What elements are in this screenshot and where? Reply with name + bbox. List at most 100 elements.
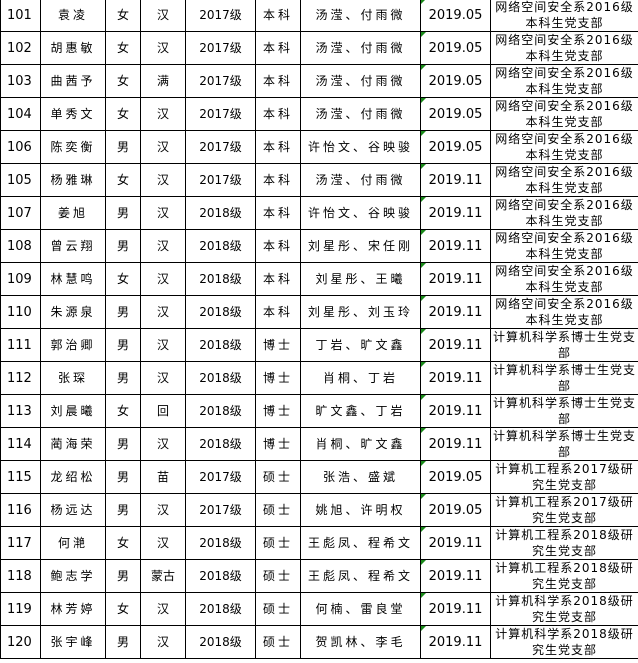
ethnicity-cell: 满 <box>140 64 186 98</box>
grade-cell: 2018级 <box>185 526 256 560</box>
row-number: 115 <box>0 460 41 494</box>
grade-cell: 2017级 <box>185 493 256 527</box>
name-cell: 林慧鸣 <box>40 262 106 296</box>
name-cell: 胡惠敏 <box>40 31 106 65</box>
gender-cell: 女 <box>105 592 141 626</box>
gender-cell: 男 <box>105 295 141 329</box>
row-number: 105 <box>0 163 41 197</box>
ethnicity-cell: 蒙古 <box>140 559 186 593</box>
ethnicity-cell: 汉 <box>140 361 186 395</box>
branch-cell: 网络空间安全系2016级本科生党支部 <box>490 295 638 329</box>
ethnicity-cell: 汉 <box>140 328 186 362</box>
branch-cell: 网络空间安全系2016级本科生党支部 <box>490 31 638 65</box>
introducers-cell: 汤滢、付雨微 <box>300 97 421 131</box>
branch-cell: 网络空间安全系2016级本科生党支部 <box>490 130 638 164</box>
branch-cell: 计算机工程系2017级研究生党支部 <box>490 460 638 494</box>
degree-cell: 硕士 <box>255 493 301 527</box>
gender-cell: 女 <box>105 31 141 65</box>
row-number: 107 <box>0 196 41 230</box>
degree-cell: 博士 <box>255 361 301 395</box>
name-cell: 张宇峰 <box>40 625 106 659</box>
branch-cell: 计算机工程系2018级研究生党支部 <box>490 559 638 593</box>
degree-cell: 博士 <box>255 328 301 362</box>
date-cell: 2019.05 <box>420 31 491 65</box>
degree-cell: 本科 <box>255 31 301 65</box>
gender-cell: 男 <box>105 559 141 593</box>
degree-cell: 本科 <box>255 163 301 197</box>
table-row: 109 林慧鸣女汉 2018级 本科 刘星彤、王曦 2019.11 网络空间安全系2016级… <box>0 262 638 296</box>
gender-cell: 男 <box>105 328 141 362</box>
branch-cell: 网络空间安全系2016级本科生党支部 <box>490 163 638 197</box>
degree-cell: 本科 <box>255 64 301 98</box>
grade-cell: 2017级 <box>185 163 256 197</box>
grade-cell: 2018级 <box>185 592 256 626</box>
introducers-cell: 王彪凤、程希文 <box>300 559 421 593</box>
gender-cell: 男 <box>105 427 141 461</box>
table-row: 105 杨雅琳女汉 2017级 本科 汤滢、付雨微 2019.11 网络空间安全系2016级… <box>0 163 638 197</box>
ethnicity-cell: 汉 <box>140 97 186 131</box>
row-number: 118 <box>0 559 41 593</box>
introducers-cell: 贺凯林、李毛 <box>300 625 421 659</box>
grade-cell: 2018级 <box>185 229 256 263</box>
introducers-cell: 张浩、盛斌 <box>300 460 421 494</box>
branch-cell: 计算机科学系博士生党支部 <box>490 328 638 362</box>
branch-cell: 计算机科学系2018级研究生党支部 <box>490 592 638 626</box>
introducers-cell: 汤滢、付雨微 <box>300 64 421 98</box>
date-cell: 2019.05 <box>420 64 491 98</box>
branch-cell: 网络空间安全系2016级本科生党支部 <box>490 262 638 296</box>
grade-cell: 2018级 <box>185 361 256 395</box>
ethnicity-cell: 汉 <box>140 262 186 296</box>
name-cell: 杨远达 <box>40 493 106 527</box>
grade-cell: 2018级 <box>185 196 256 230</box>
introducers-cell: 旷文鑫、丁岩 <box>300 394 421 428</box>
branch-cell: 计算机科学系博士生党支部 <box>490 427 638 461</box>
date-cell: 2019.05 <box>420 460 491 494</box>
date-cell: 2019.11 <box>420 295 491 329</box>
gender-cell: 女 <box>105 97 141 131</box>
degree-cell: 本科 <box>255 295 301 329</box>
table-row: 111 郭治卿男汉 2018级 博士 丁岩、旷文鑫 2019.11 计算机科学系博士生党支部 <box>0 328 638 362</box>
table-row: 107 姜旭男汉 2018级 本科 许怡文、谷映骏 2019.11 网络空间安全系2016级… <box>0 196 638 230</box>
degree-cell: 硕士 <box>255 559 301 593</box>
branch-cell: 网络空间安全系2016级本科生党支部 <box>490 97 638 131</box>
degree-cell: 硕士 <box>255 592 301 626</box>
gender-cell: 女 <box>105 394 141 428</box>
row-number: 104 <box>0 97 41 131</box>
table-row: 119 林芳婷女汉 2018级 硕士 何楠、雷良堂 2019.11 计算机科学系2018级研… <box>0 592 638 626</box>
date-cell: 2019.11 <box>420 196 491 230</box>
grade-cell: 2018级 <box>185 427 256 461</box>
introducers-cell: 王彪凤、程希文 <box>300 526 421 560</box>
degree-cell: 博士 <box>255 427 301 461</box>
grade-cell: 2017级 <box>185 64 256 98</box>
date-cell: 2019.11 <box>420 262 491 296</box>
gender-cell: 女 <box>105 64 141 98</box>
row-number: 111 <box>0 328 41 362</box>
name-cell: 刘晨曦 <box>40 394 106 428</box>
degree-cell: 本科 <box>255 262 301 296</box>
ethnicity-cell: 汉 <box>140 31 186 65</box>
gender-cell: 女 <box>105 163 141 197</box>
ethnicity-cell: 汉 <box>140 625 186 659</box>
gender-cell: 男 <box>105 625 141 659</box>
degree-cell: 本科 <box>255 0 301 32</box>
table-row: 101 袁凌女汉 2017级 本科 汤滢、付雨微 2019.05 网络空间安全系2016级本… <box>0 0 638 32</box>
ethnicity-cell: 回 <box>140 394 186 428</box>
grade-cell: 2017级 <box>185 130 256 164</box>
row-number: 116 <box>0 493 41 527</box>
table-row: 113 刘晨曦女回 2018级 博士 旷文鑫、丁岩 2019.11 计算机科学系博士生党支部 <box>0 394 638 428</box>
degree-cell: 硕士 <box>255 625 301 659</box>
name-cell: 袁凌 <box>40 0 106 32</box>
grade-cell: 2018级 <box>185 394 256 428</box>
degree-cell: 本科 <box>255 229 301 263</box>
ethnicity-cell: 汉 <box>140 163 186 197</box>
introducers-cell: 汤滢、付雨微 <box>300 0 421 32</box>
branch-cell: 计算机科学系2018级研究生党支部 <box>490 625 638 659</box>
grade-cell: 2017级 <box>185 31 256 65</box>
gender-cell: 男 <box>105 130 141 164</box>
name-cell: 曲茜予 <box>40 64 106 98</box>
degree-cell: 本科 <box>255 196 301 230</box>
gender-cell: 男 <box>105 460 141 494</box>
ethnicity-cell: 汉 <box>140 295 186 329</box>
date-cell: 2019.11 <box>420 229 491 263</box>
